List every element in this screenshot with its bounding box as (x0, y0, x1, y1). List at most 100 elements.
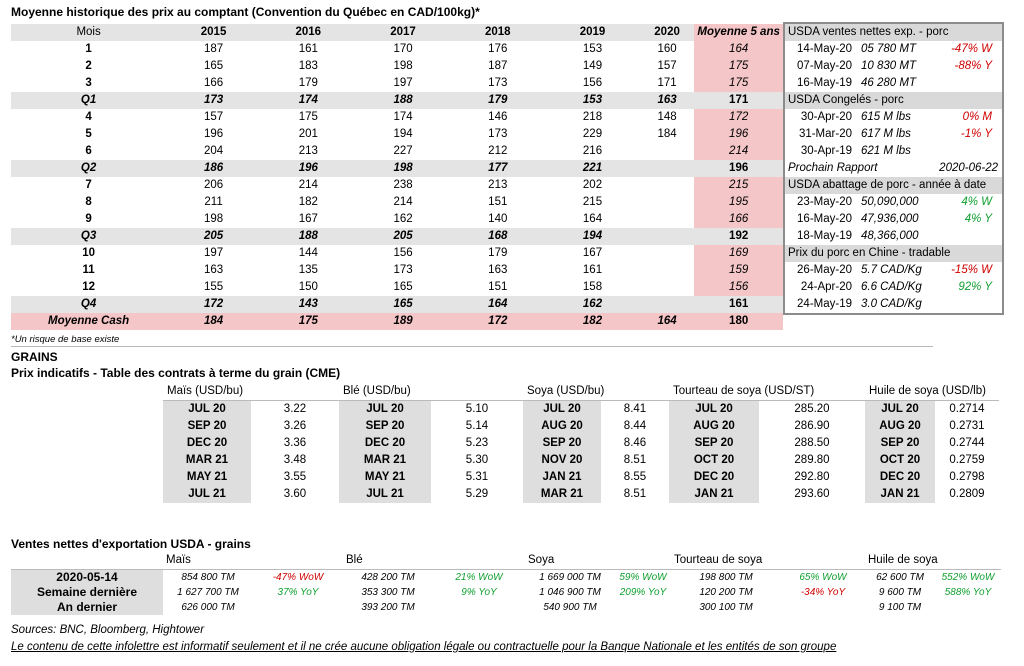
hist-cell (640, 245, 694, 262)
side-section-title: USDA ventes nettes exp. - porc (784, 23, 1003, 41)
hist-cell: 173 (488, 77, 508, 89)
contract-price: 285.20 (794, 403, 830, 415)
hist-month-row: 8 211 182 214 151 215 195 (11, 194, 783, 211)
contract-month: JAN 21 (669, 486, 759, 503)
hist-month-row: 1 187 161 170 176 153 160 164 (11, 41, 783, 58)
hist-cell: 4 (85, 111, 92, 123)
sources-note: Sources: BNC, Bloomberg, Hightower (11, 624, 205, 636)
hist-cell: 169 (694, 245, 783, 262)
side-date: 24-May-19 (797, 298, 852, 310)
side-row: 30-Apr-19 621 M lbs (784, 143, 1003, 160)
hist-month-row: 6 204 213 227 212 216 214 (11, 143, 783, 160)
hist-cell (639, 296, 695, 313)
hist-cell: 156 (393, 247, 413, 259)
hist-header-cell: 2017 (355, 24, 451, 41)
hist-cell: 163 (203, 264, 224, 276)
hist-cell: 175 (260, 313, 356, 330)
contract-price: 0.2744 (949, 437, 985, 449)
hist-cell: 153 (582, 43, 603, 55)
exports-title: Ventes nettes d'exportation USDA - grain… (11, 537, 251, 551)
export-volume: 854 800 TM (181, 571, 235, 583)
export-volume: 9 600 TM (878, 586, 922, 598)
export-volume: 626 000 TM (181, 601, 235, 613)
side-date: 30-Apr-19 (800, 145, 852, 157)
side-value: 6.6 CAD/Kg (861, 281, 922, 293)
export-change: 21% WoW (455, 571, 503, 583)
contract-month: OCT 20 (669, 452, 759, 469)
hist-cell: 151 (488, 281, 508, 293)
hist-cell: 168 (450, 228, 546, 245)
hist-cell: Q2 (11, 160, 167, 177)
export-volume: 1 046 900 TM (539, 586, 601, 598)
contract-price: 0.2759 (949, 454, 985, 466)
contract-price: 8.55 (623, 471, 647, 483)
hist-cell: 179 (298, 77, 318, 89)
hist-cell: 155 (203, 281, 224, 293)
hist-cell: 179 (450, 92, 546, 109)
hist-cash-row: Moyenne Cash 184 175 189 172 182 164 180 (11, 313, 783, 330)
hist-quarter-row: Q4 172 143 165 164 162 161 (11, 296, 783, 313)
contract-price: 0.2809 (949, 488, 985, 500)
hist-cell: 165 (355, 296, 451, 313)
hist-cell: 3 (85, 77, 92, 89)
contract-price: 5.10 (465, 403, 489, 415)
hist-cell: 196 (260, 160, 356, 177)
export-change: 59% WoW (619, 571, 667, 583)
futures-col-header: Tourteau de soya (USD/ST) (669, 383, 865, 401)
contract-month: JUL 20 (865, 400, 935, 418)
side-row: 07-May-20 10 830 MT -88% Y (784, 58, 1003, 75)
export-volume: 428 200 TM (361, 571, 415, 583)
side-date: 14-May-20 (797, 43, 852, 55)
hist-cell (639, 228, 695, 245)
hist-month-row: 7 206 214 238 213 202 215 (11, 177, 783, 194)
side-change: 4% W (961, 196, 992, 208)
hist-cell: 198 (203, 213, 224, 225)
side-date: 31-Mar-20 (798, 128, 852, 140)
hist-cell: 173 (393, 264, 413, 276)
hist-cell: 198 (393, 60, 413, 72)
side-panel: USDA ventes nettes exp. - porc 14-May-20 0… (783, 22, 1004, 315)
side-value: 621 M lbs (861, 145, 911, 157)
side-value: 617 M lbs (861, 128, 911, 140)
side-change: 4% Y (964, 213, 992, 225)
hist-cell: 165 (203, 60, 224, 72)
hist-cell: 135 (298, 264, 318, 276)
hist-header-cell: 2019 (545, 24, 640, 41)
hist-cell: 167 (582, 247, 603, 259)
side-change: -15% W (951, 264, 992, 276)
hist-cell (640, 143, 694, 160)
hist-cell: 162 (545, 296, 640, 313)
side-change: 92% Y (958, 281, 992, 293)
side-date: 23-May-20 (797, 196, 852, 208)
contract-price: 3.48 (283, 454, 307, 466)
hist-cell: 227 (393, 145, 413, 157)
hist-cell: 157 (203, 111, 224, 123)
export-change: 9% YoY (461, 586, 497, 598)
export-change: 552% WoW (941, 571, 995, 583)
export-change: 65% WoW (799, 571, 847, 583)
contract-month: MAR 21 (163, 452, 251, 469)
side-row: 23-May-20 50,090,000 4% W (784, 194, 1003, 211)
side-date: 07-May-20 (797, 60, 852, 72)
hist-quarter-row: Q1 173 174 188 179 153 163 171 (11, 92, 783, 109)
side-section-title: USDA Congelés - porc (784, 92, 1003, 109)
side-date: 24-Apr-20 (800, 281, 852, 293)
hist-cell: 215 (694, 177, 783, 194)
futures-row: DEC 20 3.36 DEC 20 5.23 SEP 20 8.46 SEP 20 288.… (163, 435, 999, 452)
exports-col-header: Blé (343, 552, 525, 570)
contract-month: AUG 20 (669, 418, 759, 435)
hist-cell: 149 (582, 60, 603, 72)
hist-month-row: 4 157 175 174 146 218 148 172 (11, 109, 783, 126)
hist-cell: 194 (545, 228, 640, 245)
hist-cell: 9 (85, 213, 92, 225)
hist-cell: 11 (82, 264, 95, 276)
hist-header-cell: 2015 (166, 24, 261, 41)
hist-cell: 1 (85, 43, 92, 55)
export-change: 209% YoY (619, 586, 667, 598)
next-report-label: Prochain Rapport (788, 162, 878, 174)
hist-cell: 157 (657, 60, 677, 72)
contract-month: JUL 21 (339, 486, 431, 503)
hist-cell: 10 (82, 247, 95, 259)
hist-cell: 7 (85, 179, 92, 191)
futures-col-header: Blé (USD/bu) (339, 383, 523, 401)
